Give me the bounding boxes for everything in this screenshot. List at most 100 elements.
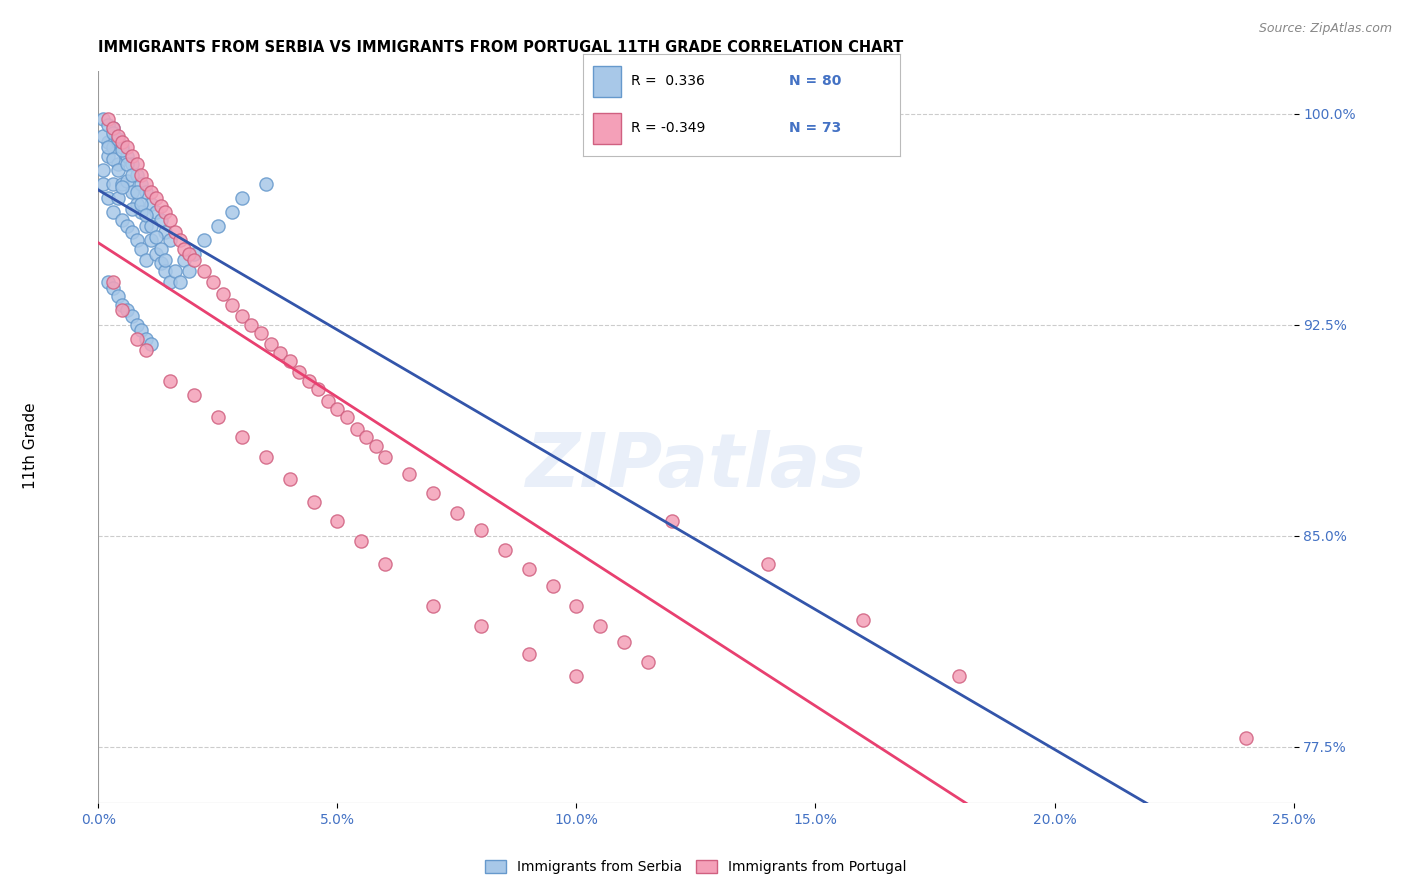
Point (298, 374, 321, 388)
Point (565, 669, 588, 683)
Point (202, 276, 225, 290)
Point (131, 242, 153, 256)
Point (231, 309, 253, 323)
Point (374, 557, 396, 571)
Point (125, 233, 148, 247)
Point (107, 135, 129, 149)
Point (111, 179, 134, 194)
Point (97, 112, 120, 127)
Point (948, 669, 970, 683)
Point (254, 177, 277, 191)
Point (179, 247, 201, 261)
Point (101, 281, 124, 295)
Point (135, 186, 157, 200)
Point (101, 120, 124, 135)
Point (107, 191, 129, 205)
Point (155, 264, 177, 278)
Point (173, 242, 195, 256)
Point (374, 450, 396, 464)
Point (589, 618, 612, 632)
Point (101, 126, 124, 140)
FancyBboxPatch shape (593, 113, 621, 144)
Text: ZIPatlas: ZIPatlas (526, 430, 866, 503)
Point (97, 135, 120, 149)
Point (193, 264, 215, 278)
Point (101, 177, 124, 191)
Point (155, 252, 177, 267)
Point (115, 157, 138, 171)
Point (517, 562, 540, 576)
Legend: Immigrants from Serbia, Immigrants from Portugal: Immigrants from Serbia, Immigrants from … (479, 855, 912, 880)
Point (111, 177, 134, 191)
Point (326, 401, 349, 416)
Point (139, 219, 162, 233)
Point (470, 523, 492, 537)
Point (307, 382, 329, 396)
Point (1234, 731, 1257, 745)
Point (107, 162, 129, 177)
Text: Source: ZipAtlas.com: Source: ZipAtlas.com (1258, 22, 1392, 36)
Point (346, 422, 368, 436)
Point (278, 354, 301, 368)
Point (101, 276, 124, 290)
Point (101, 152, 124, 166)
Point (149, 213, 172, 227)
Point (91, 177, 114, 191)
FancyBboxPatch shape (593, 66, 621, 96)
Point (756, 557, 779, 571)
Point (422, 486, 444, 500)
Point (354, 430, 377, 444)
Point (852, 613, 875, 627)
Point (125, 169, 148, 183)
Point (121, 157, 143, 171)
Point (135, 177, 157, 191)
Point (125, 157, 148, 171)
Point (183, 247, 205, 261)
Point (145, 230, 167, 244)
Point (193, 233, 215, 247)
Point (111, 213, 134, 227)
Point (316, 393, 339, 408)
Point (121, 186, 143, 200)
Point (111, 143, 134, 157)
Point (207, 410, 229, 425)
Point (179, 264, 201, 278)
Point (661, 515, 683, 529)
Point (398, 467, 420, 481)
Point (91, 112, 114, 127)
Point (101, 140, 124, 154)
Point (111, 140, 134, 154)
Point (155, 205, 177, 219)
Point (207, 219, 229, 233)
Point (145, 191, 167, 205)
Point (107, 289, 129, 303)
Point (145, 205, 167, 219)
Point (183, 252, 205, 267)
Point (101, 205, 124, 219)
Point (149, 242, 172, 256)
Point (221, 298, 243, 312)
Point (163, 225, 186, 239)
Point (115, 140, 138, 154)
Point (97, 140, 120, 154)
Text: R =  0.336: R = 0.336 (631, 74, 704, 88)
Point (121, 309, 143, 323)
Point (494, 542, 516, 557)
Point (111, 303, 134, 318)
Point (169, 276, 191, 290)
Point (254, 450, 277, 464)
Point (231, 430, 253, 444)
Point (211, 286, 233, 301)
Point (350, 534, 373, 549)
Point (91, 162, 114, 177)
Point (231, 191, 253, 205)
Point (135, 343, 157, 357)
Text: 11th Grade: 11th Grade (24, 402, 38, 490)
Point (446, 506, 468, 520)
Point (470, 618, 492, 632)
Point (250, 326, 273, 340)
Point (139, 186, 162, 200)
Point (159, 233, 181, 247)
Text: IMMIGRANTS FROM SERBIA VS IMMIGRANTS FROM PORTUGAL 11TH GRADE CORRELATION CHART: IMMIGRANTS FROM SERBIA VS IMMIGRANTS FRO… (98, 40, 904, 55)
Point (101, 120, 124, 135)
